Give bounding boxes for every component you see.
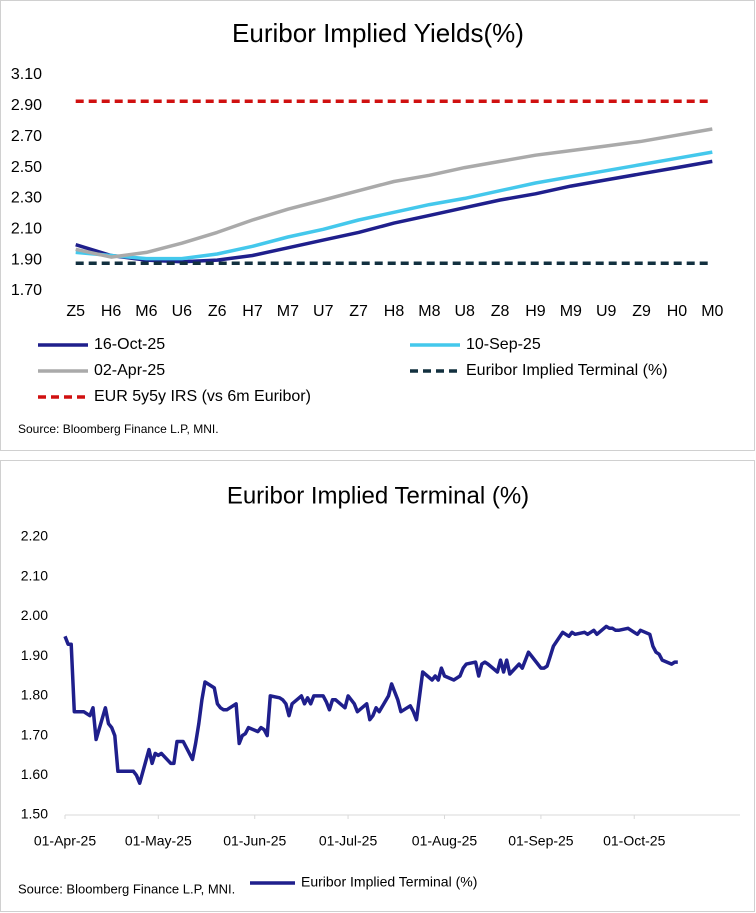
chart-title: Euribor Implied Yields(%) — [232, 18, 524, 48]
legend-label: 02-Apr-25 — [94, 362, 165, 379]
y-tick-label: 1.70 — [21, 726, 48, 742]
x-tick-label: M6 — [135, 303, 157, 320]
x-tick-label: Z5 — [66, 303, 85, 320]
x-tick-label: 01-Apr-25 — [34, 833, 96, 849]
series-line — [75, 150, 713, 261]
source-note: Source: Bloomberg Finance L.P, MNI. — [18, 881, 235, 896]
legend-label: Euribor Implied Terminal (%) — [466, 362, 668, 379]
y-tick-label: 2.50 — [11, 159, 42, 176]
y-tick-label: 1.90 — [11, 251, 42, 268]
y-tick-label: 2.30 — [11, 190, 42, 207]
x-tick-label: H6 — [101, 303, 122, 320]
x-tick-label: 01-Oct-25 — [603, 833, 665, 849]
chart-frame — [0, 0, 755, 451]
y-tick-label: 1.80 — [21, 687, 48, 703]
chart-frame — [0, 460, 755, 912]
y-tick-label: 1.50 — [21, 806, 48, 822]
y-tick-label: 2.10 — [11, 221, 42, 238]
x-tick-label: 01-Jun-25 — [223, 833, 286, 849]
y-tick-label: 3.10 — [11, 66, 42, 83]
y-tick-label: 2.20 — [21, 528, 48, 544]
x-tick-label: 01-Jul-25 — [319, 833, 378, 849]
x-tick-label: H0 — [667, 303, 688, 320]
x-tick-label: 01-Aug-25 — [412, 833, 478, 849]
legend-label: Euribor Implied Terminal (%) — [301, 874, 477, 890]
legend-label: EUR 5y5y IRS (vs 6m Euribor) — [94, 388, 311, 405]
x-tick-label: 01-May-25 — [125, 833, 192, 849]
y-tick-label: 2.00 — [21, 607, 48, 623]
x-tick-label: M0 — [701, 303, 723, 320]
series-line — [63, 624, 678, 785]
x-tick-label: M8 — [418, 303, 440, 320]
legend-label: 10-Sep-25 — [466, 336, 541, 353]
y-tick-label: 1.70 — [11, 282, 42, 299]
x-tick-label: U9 — [596, 303, 617, 320]
y-tick-label: 1.90 — [21, 647, 48, 663]
x-tick-label: U8 — [455, 303, 476, 320]
source-note: Source: Bloomberg Finance L.P, MNI. — [18, 422, 219, 436]
y-tick-label: 2.10 — [21, 567, 48, 583]
x-tick-label: Z6 — [208, 303, 227, 320]
x-tick-label: H8 — [384, 303, 405, 320]
x-tick-label: 01-Sep-25 — [508, 833, 574, 849]
y-tick-label: 2.90 — [11, 97, 42, 114]
x-tick-label: H9 — [525, 303, 546, 320]
x-tick-label: Z7 — [349, 303, 368, 320]
x-tick-label: U6 — [172, 303, 193, 320]
y-tick-label: 2.70 — [11, 128, 42, 145]
chart-title: Euribor Implied Terminal (%) — [227, 482, 529, 509]
x-tick-label: Z9 — [632, 303, 651, 320]
y-tick-label: 1.60 — [21, 766, 48, 782]
series-line — [75, 127, 713, 259]
x-tick-label: Z8 — [491, 303, 510, 320]
x-tick-label: H7 — [242, 303, 263, 320]
x-tick-label: U7 — [313, 303, 334, 320]
legend-label: 16-Oct-25 — [94, 336, 165, 353]
x-tick-label: M7 — [277, 303, 299, 320]
x-tick-label: M9 — [560, 303, 582, 320]
